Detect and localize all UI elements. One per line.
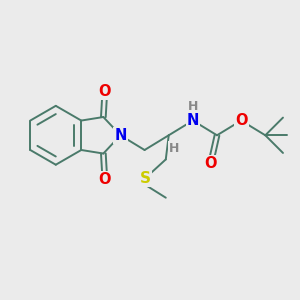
Text: O: O <box>204 156 217 171</box>
Text: O: O <box>99 84 111 99</box>
Text: O: O <box>235 113 247 128</box>
Text: N: N <box>114 128 127 143</box>
Text: S: S <box>140 171 151 186</box>
Text: H: H <box>169 142 179 155</box>
Text: O: O <box>99 172 111 187</box>
Text: N: N <box>187 113 199 128</box>
Text: H: H <box>188 100 198 113</box>
